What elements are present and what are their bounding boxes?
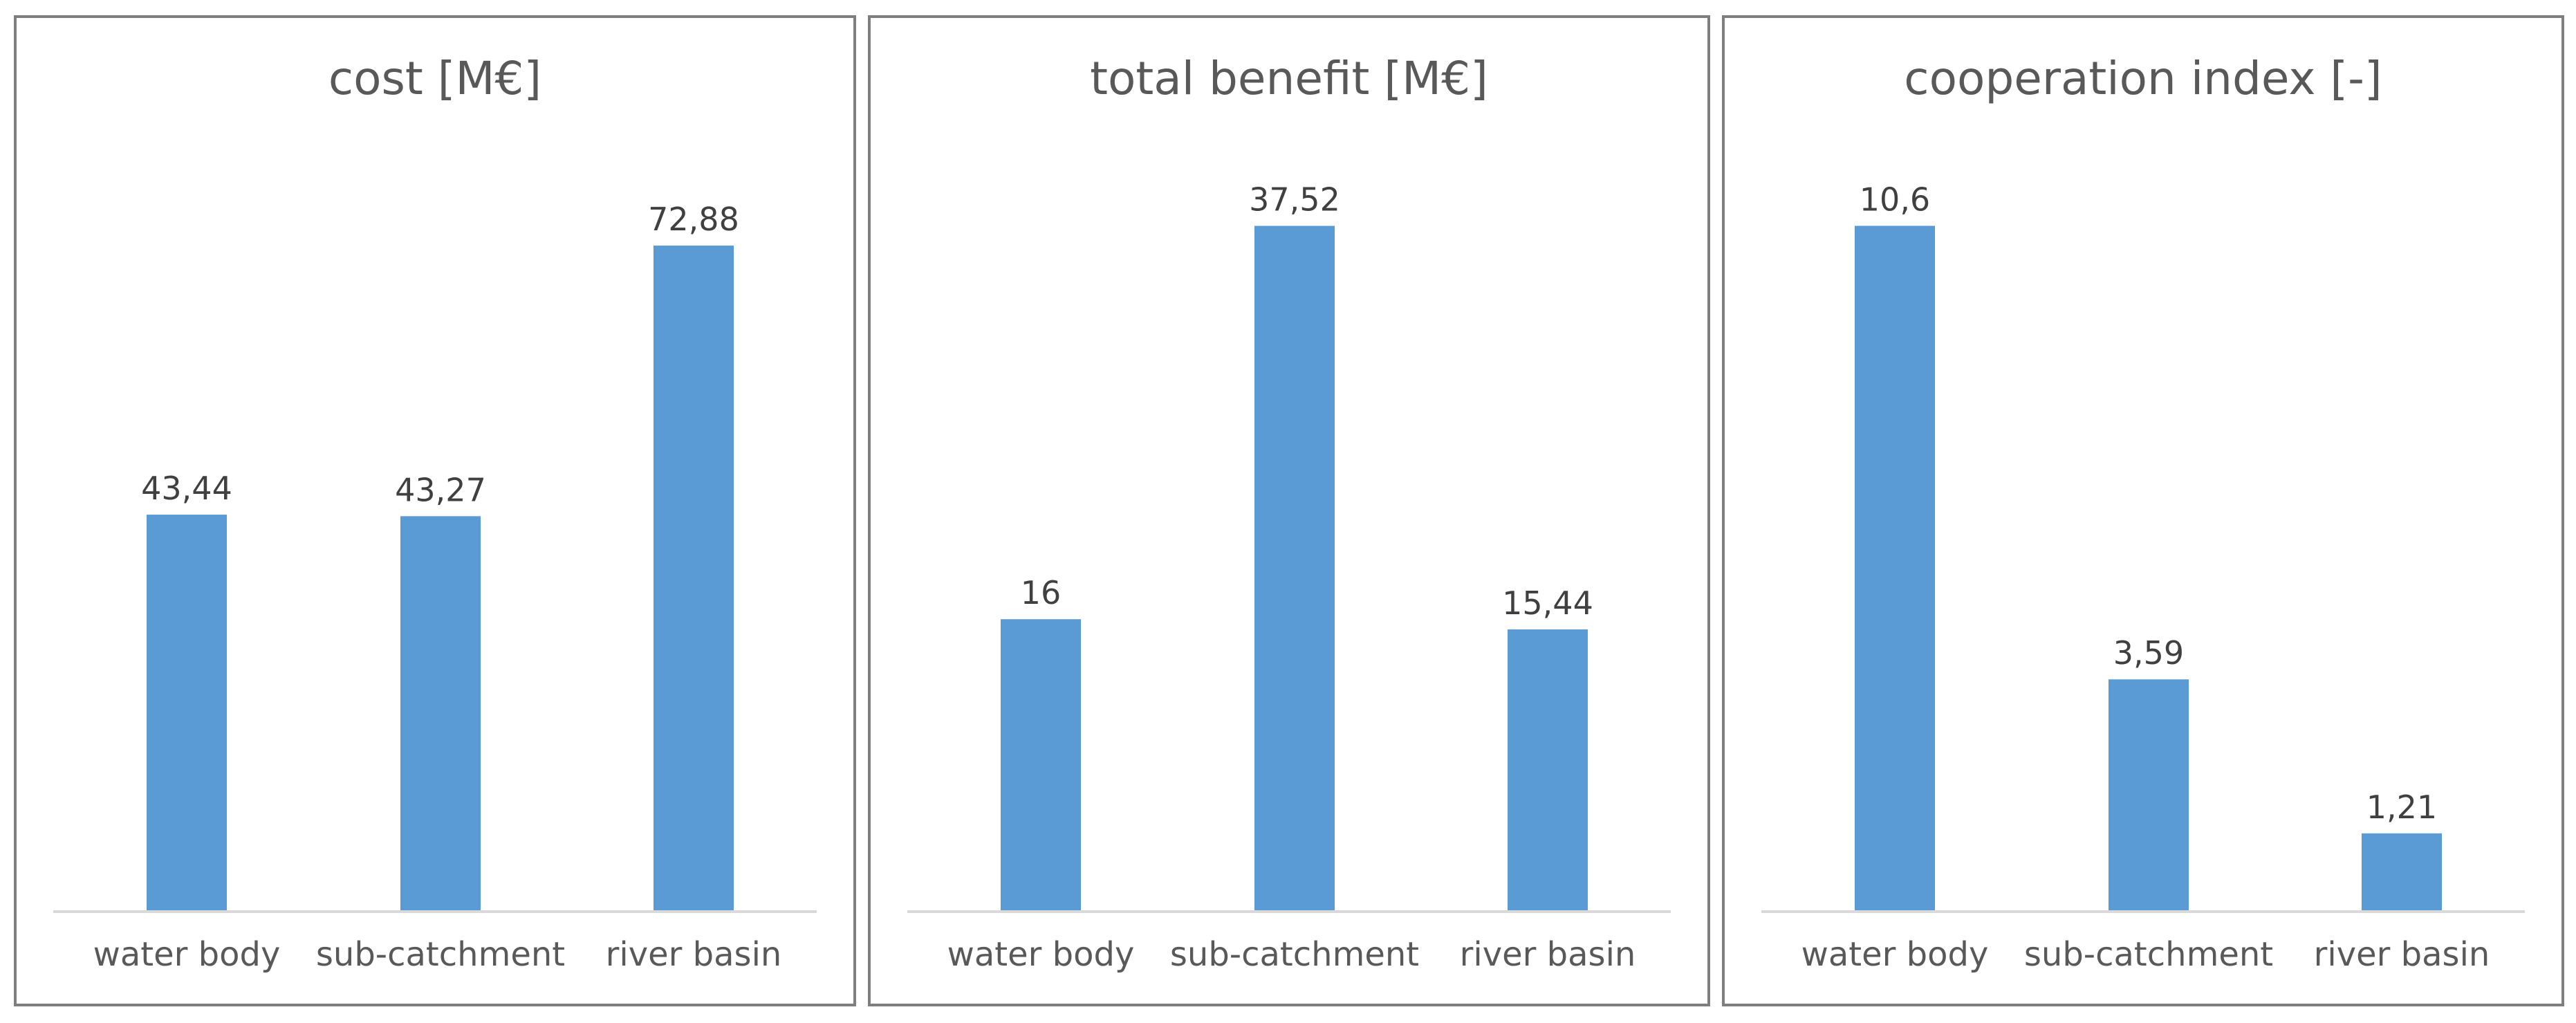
x-tick-label-river-basin: river basin [1460,935,1636,974]
x-tick-label-river-basin: river basin [606,935,782,974]
bar-sub-catchment [400,516,481,912]
bar-river-basin [1508,629,1588,912]
x-tick-label-sub-catchment: sub-catchment [2024,935,2273,974]
x-tick-label-water-body: water body [1801,935,1989,974]
cooperation-index-chart: cooperation index [-] 10,6 water body 3,59 s… [1761,52,2525,974]
bar-water-body [1001,619,1081,912]
x-tick-label-sub-catchment: sub-catchment [316,935,565,974]
cost-chart: cost [M€] 43,44 water body 43,27 sub-catchme… [53,52,817,974]
bar-sub-catchment [1254,225,1335,912]
bar-river-basin [2362,833,2442,912]
data-label-water-body: 16 [1021,574,1062,611]
chart-title: cooperation index [-] [1904,52,2382,105]
data-label-sub-catchment: 43,27 [395,471,486,508]
data-label-water-body: 10,6 [1860,181,1930,218]
data-label-river-basin: 15,44 [1502,584,1593,622]
total-benefit-chart: total benefit [M€] 16 water body 37,52 sub-c… [907,52,1671,974]
x-tick-label-water-body: water body [947,935,1135,974]
chart-title: total benefit [M€] [1090,52,1488,105]
x-tick-label-water-body: water body [93,935,281,974]
data-label-sub-catchment: 3,59 [2113,634,2184,672]
bar-sub-catchment [2109,679,2189,912]
chart-panel-cost: cost [M€] 43,44 water body 43,27 sub-catchme… [14,15,856,1006]
bar-river-basin [654,246,734,912]
data-label-river-basin: 1,21 [2366,789,2437,826]
data-label-water-body: 43,44 [141,470,232,507]
x-tick-label-river-basin: river basin [2314,935,2490,974]
chart-title: cost [M€] [328,52,541,105]
chart-panel-cooperation-index: cooperation index [-] 10,6 water body 3,59 s… [1722,15,2564,1006]
bar-water-body [1855,225,1935,912]
chart-panel-total-benefit: total benefit [M€] 16 water body 37,52 sub-c… [868,15,1710,1006]
x-tick-label-sub-catchment: sub-catchment [1170,935,1419,974]
data-label-river-basin: 72,88 [648,201,739,238]
data-label-sub-catchment: 37,52 [1249,181,1340,219]
bar-water-body [147,515,227,912]
